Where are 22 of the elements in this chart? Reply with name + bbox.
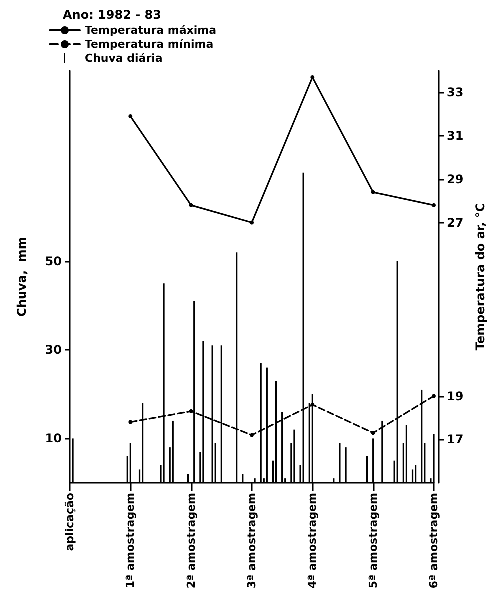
x-tick-label: 6ª amostragem	[428, 493, 440, 589]
x-tick-label: 3ª amostragem	[246, 493, 258, 589]
y2-tick-label: 19	[447, 389, 464, 404]
legend-label: Temperatura máxima	[85, 24, 217, 37]
y2-tick-label: 27	[447, 216, 464, 230]
x-tick-label: 2ª amostragem	[184, 493, 198, 589]
legend-title: Ano: 1982 - 83	[63, 8, 162, 22]
y2-tick-label: 29	[447, 172, 464, 186]
x-tick-label: aplicação	[64, 492, 76, 552]
y2-tick-label: 33	[447, 86, 464, 100]
y2-axis-title: Temperatura do ar, °C	[474, 203, 488, 351]
y-axis-title: Chuva, mm	[15, 237, 29, 317]
x-tick-label: 1ª amostragem	[124, 493, 138, 589]
x-tick-label: 5ª amostragem	[366, 493, 380, 589]
legend-label: Temperatura mínima	[85, 38, 214, 51]
legend-label: Chuva diária	[85, 52, 163, 65]
y-tick-label: 50	[45, 254, 62, 268]
x-tick-label: 4ª amostragem	[306, 493, 320, 589]
y-tick-label: 10	[45, 432, 62, 446]
y2-tick-label: 17	[447, 432, 464, 447]
y2-tick-label: 31	[447, 129, 464, 144]
y-tick-label: 30	[45, 343, 62, 358]
